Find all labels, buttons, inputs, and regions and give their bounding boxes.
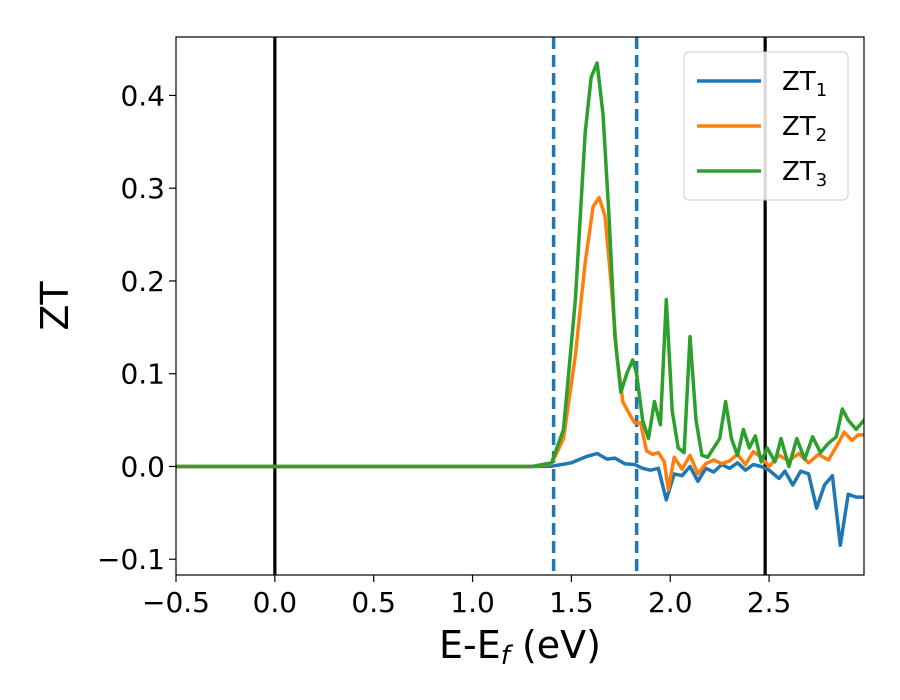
y-tick-label: 0.0: [120, 450, 165, 483]
series-line-2: [176, 195, 864, 492]
x-tick-label: 2.0: [648, 586, 693, 619]
y-tick-label: 0.4: [120, 79, 165, 112]
x-axis-label: E-Ef (eV): [439, 623, 601, 671]
x-tick-label: 0.0: [253, 586, 298, 619]
x-tick-label: 0.5: [351, 586, 396, 619]
x-tick-label: 1.0: [450, 586, 495, 619]
legend-box: [683, 51, 849, 201]
legend-label-1: ZT1: [782, 67, 827, 101]
y-ticks: −0.1 0.0 0.1 0.2 0.3 0.4: [97, 79, 176, 576]
series-line-3: [176, 61, 864, 469]
y-axis-label: ZT: [33, 281, 77, 331]
y-tick-label: 0.1: [120, 358, 165, 391]
plot-frame: [175, 36, 865, 576]
legend-label-2: ZT2: [782, 112, 827, 146]
x-ticks: −0.5 0.0 0.5 1.0 1.5 2.0 2.5: [142, 575, 791, 619]
y-tick-label: 0.3: [120, 172, 165, 205]
series-line-1: [176, 451, 864, 548]
x-tick-label: 1.5: [549, 586, 594, 619]
y-tick-label: −0.1: [97, 543, 165, 576]
legend-label-3: ZT3: [782, 157, 827, 191]
x-tick-label: 2.5: [747, 586, 792, 619]
legend: ZT1 ZT2 ZT3: [683, 51, 849, 201]
series-lines: [176, 61, 864, 548]
y-tick-label: 0.2: [120, 265, 165, 298]
x-tick-label: −0.5: [142, 586, 210, 619]
